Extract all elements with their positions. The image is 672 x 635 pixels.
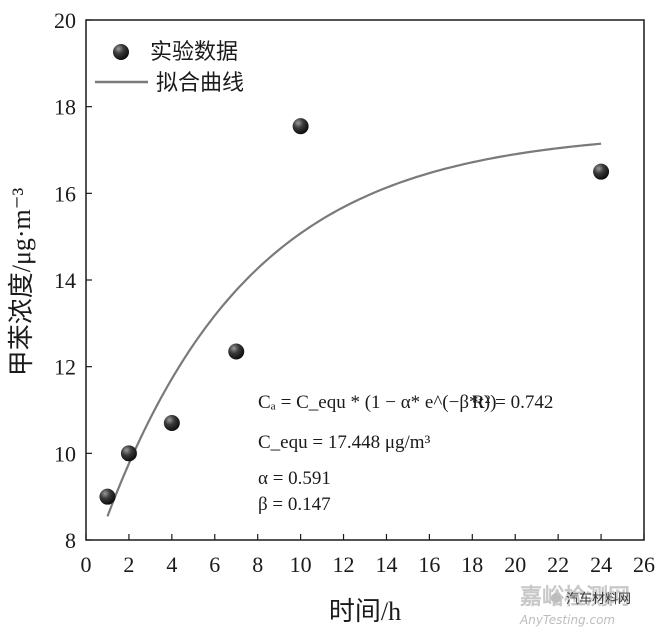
- annotation-block: Cₐ = C_equ * (1 − α* e^(−β*t)) R² = 0.74…: [258, 392, 553, 515]
- y-tick-label: 18: [54, 95, 76, 120]
- data-point: [163, 415, 180, 431]
- plot-frame: [85, 19, 645, 541]
- x-tick-label: 16: [418, 552, 440, 577]
- watermark-account: 汽车材料网: [566, 591, 631, 607]
- x-tick-label: 2: [123, 552, 134, 577]
- x-tick-label: 10: [290, 552, 312, 577]
- legend: 实验数据 拟合曲线: [95, 39, 244, 95]
- y-ticks: 8 10 12 14 16 18 20: [54, 8, 92, 553]
- legend-label-line: 拟合曲线: [156, 70, 244, 95]
- x-tick-label: 12: [333, 552, 355, 577]
- data-point: [292, 118, 309, 135]
- data-point: [593, 163, 610, 180]
- annotation-beta: β = 0.147: [258, 494, 331, 515]
- x-tick-label: 8: [252, 552, 263, 577]
- y-tick-label: 14: [54, 268, 76, 293]
- x-tick-label: 4: [166, 552, 177, 577]
- annotation-cequ: C_equ = 17.448 μg/m³: [258, 432, 431, 453]
- x-tick-label: 14: [375, 552, 397, 577]
- annotation-equation: Cₐ = C_equ * (1 − α* e^(−β*t)): [258, 392, 496, 413]
- legend-marker-scatter: [113, 44, 129, 60]
- x-tick-label: 26: [633, 552, 655, 577]
- fit-curve-layer: [106, 142, 602, 517]
- data-point: [99, 488, 116, 505]
- watermark-site: 嘉峪检测网: [520, 584, 630, 610]
- annotation-r2: R² = 0.742: [472, 392, 553, 413]
- x-tick-label: 0: [81, 552, 92, 577]
- data-point: [228, 343, 245, 360]
- x-tick-label: 22: [547, 552, 569, 577]
- y-tick-label: 8: [65, 528, 76, 553]
- y-tick-label: 16: [54, 181, 76, 206]
- x-tick-label: 24: [590, 552, 612, 577]
- legend-label-scatter: 实验数据: [150, 39, 238, 64]
- x-axis-title: 时间/h: [329, 597, 401, 626]
- y-tick-label: 20: [54, 8, 76, 33]
- data-points-layer: [99, 118, 610, 505]
- fit-curve-line: [106, 142, 602, 517]
- annotation-alpha: α = 0.591: [258, 468, 331, 489]
- watermark-url: AnyTesting.com: [519, 613, 615, 627]
- wechat-icon: [551, 593, 561, 603]
- y-tick-label: 10: [54, 441, 76, 466]
- axes: [85, 19, 645, 541]
- y-tick-label: 12: [54, 355, 76, 380]
- watermark: 嘉峪检测网 AnyTesting.com 汽车材料网: [519, 584, 631, 627]
- x-ticks: 0 2 4 6 8 10 12 14 16 18 20 22 24 26: [81, 534, 655, 577]
- x-tick-label: 20: [504, 552, 526, 577]
- y-axis-title: 甲苯浓度/μg·m⁻³: [7, 188, 36, 377]
- x-tick-label: 6: [209, 552, 220, 577]
- x-tick-label: 18: [461, 552, 483, 577]
- data-point: [120, 445, 137, 462]
